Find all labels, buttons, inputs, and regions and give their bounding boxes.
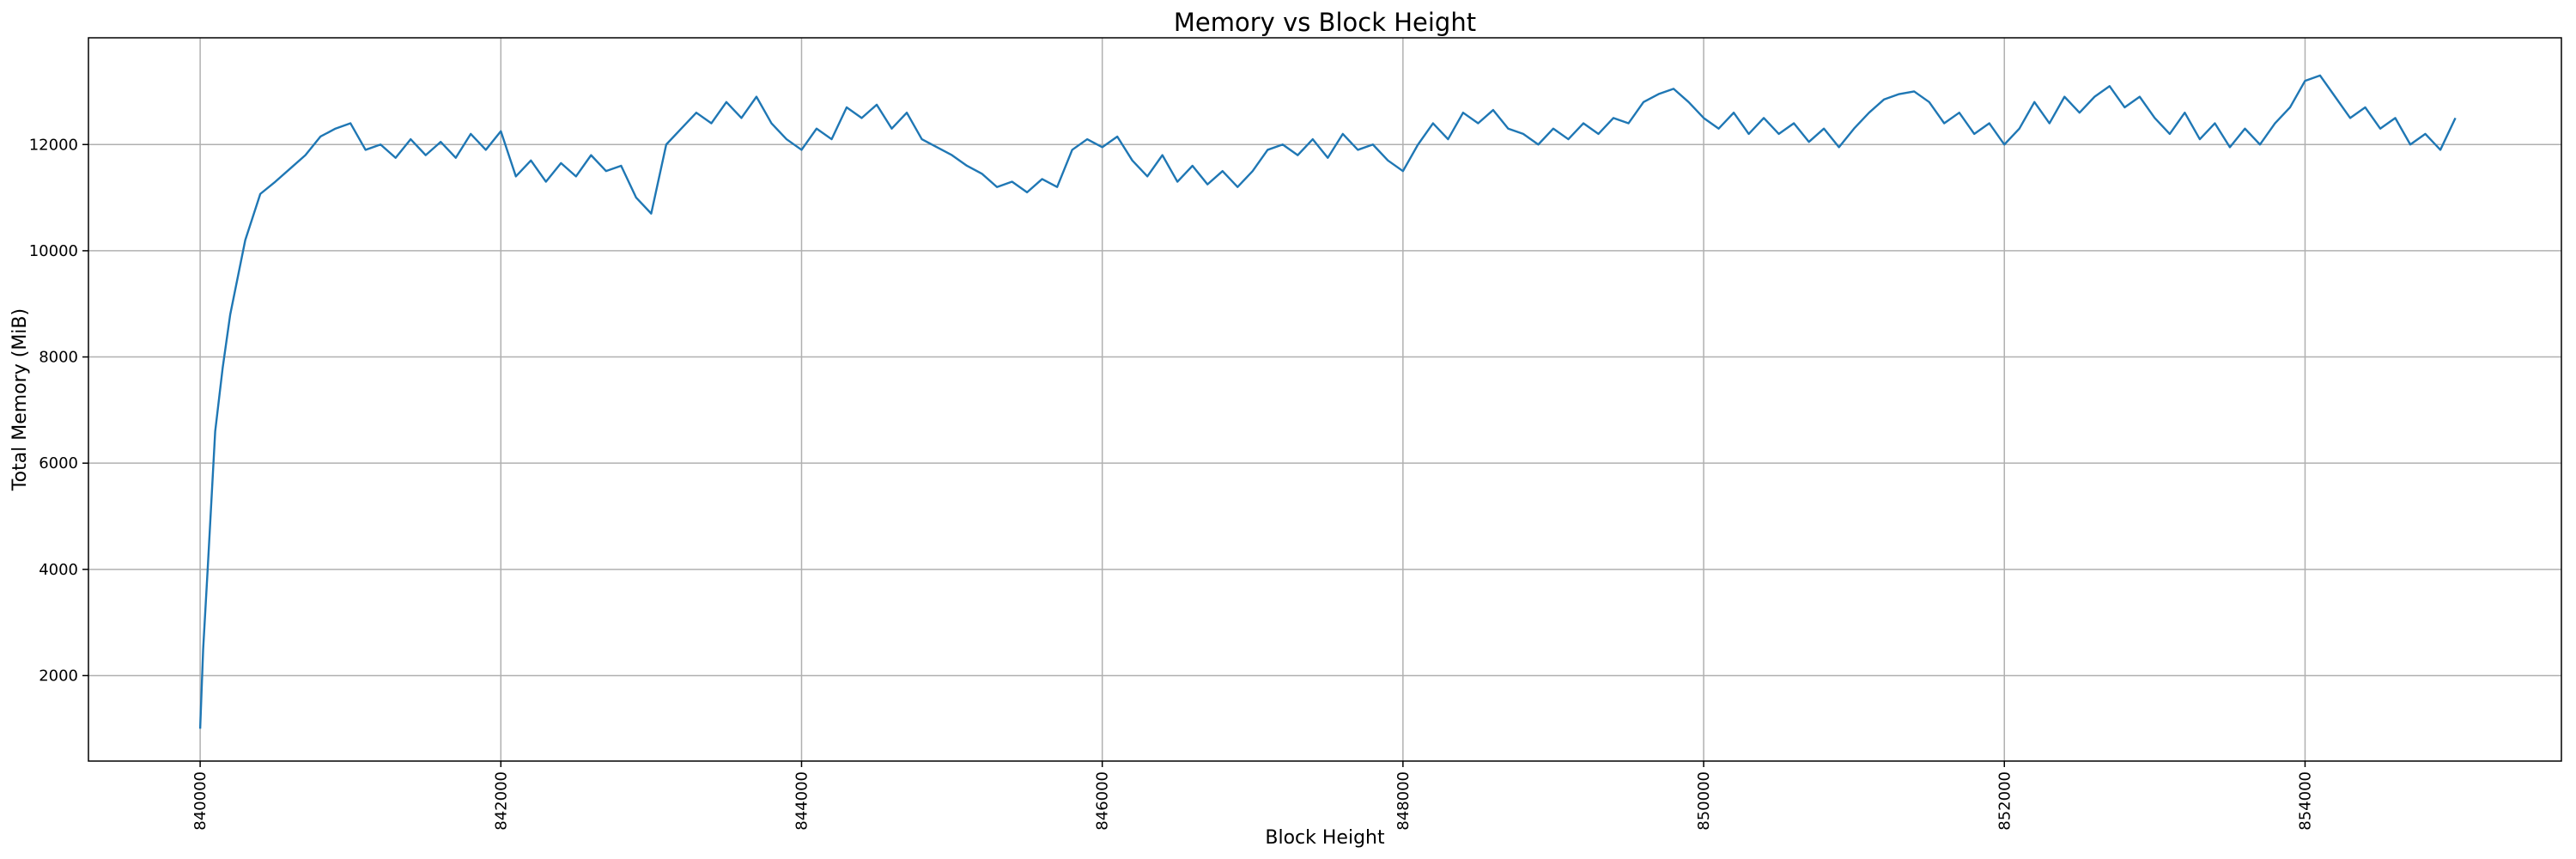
y-tick-label: 4000	[39, 561, 78, 579]
plot-frame	[88, 37, 2562, 762]
x-tick-label: 854000	[2296, 771, 2314, 831]
x-tick-label: 850000	[1695, 771, 1713, 831]
data-line	[198, 74, 2457, 729]
x-tick-label: 844000	[793, 771, 811, 831]
y-tick-label: 12000	[29, 136, 78, 154]
x-tick-label: 842000	[492, 771, 510, 831]
x-tick-label: 840000	[191, 771, 210, 831]
y-tick-label: 10000	[29, 242, 78, 260]
x-tick-label: 848000	[1394, 771, 1413, 831]
chart-title: Memory vs Block Height	[1174, 8, 1476, 37]
y-tick-label: 8000	[39, 349, 78, 367]
y-tick-label: 2000	[39, 667, 78, 685]
y-axis-label: Total Memory (MiB)	[9, 308, 31, 491]
x-axis-label: Block Height	[1265, 827, 1385, 849]
x-tick-label: 846000	[1094, 771, 1112, 831]
x-tick-label: 852000	[1996, 771, 2014, 831]
y-tick-label: 6000	[39, 454, 78, 472]
